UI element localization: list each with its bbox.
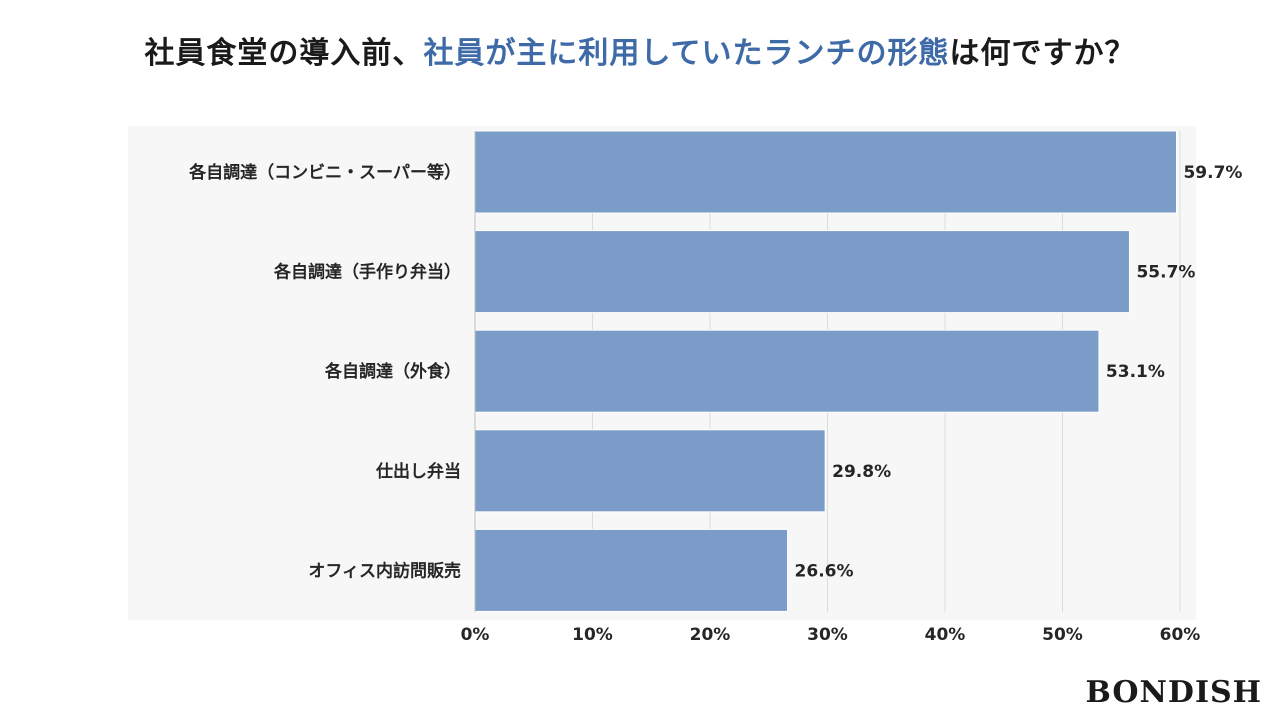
value-label-1: 55.7% (1136, 263, 1195, 283)
value-label-2: 53.1% (1106, 362, 1165, 382)
bar-2 (474, 329, 1100, 413)
category-label-4: オフィス内訪問販売 (308, 560, 461, 581)
x-tick-label-0: 0% (461, 625, 490, 645)
value-label-4: 26.6% (795, 561, 854, 581)
chart-title: 社員食堂の導入前、社員が主に利用していたランチの形態は何ですか？ (0, 28, 1280, 72)
value-label-0: 59.7% (1183, 163, 1242, 183)
category-label-1: 各自調達（手作り弁当） (273, 262, 461, 283)
title-highlight: 社員が主に利用していたランチの形態 (423, 36, 950, 71)
title-part2: は何ですか？ (949, 36, 1136, 71)
bar-0 (474, 130, 1177, 214)
title-part1: 社員食堂の導入前、 (144, 36, 424, 71)
x-tick-label-6: 60% (1160, 625, 1201, 645)
category-label-3: 仕出し弁当 (375, 461, 461, 482)
bar-3 (474, 429, 826, 513)
bar-1 (474, 230, 1130, 314)
x-tick-label-4: 40% (925, 625, 966, 645)
category-label-2: 各自調達（外食） (324, 361, 461, 382)
x-tick-label-3: 30% (807, 625, 848, 645)
bar-4 (474, 528, 789, 612)
x-tick-label-5: 50% (1042, 625, 1083, 645)
value-label-3: 29.8% (832, 462, 891, 482)
brand-logo: BONDISH (1085, 675, 1262, 710)
x-tick-label-2: 20% (690, 625, 731, 645)
category-label-0: 各自調達（コンビニ・スーパー等） (188, 162, 461, 183)
x-tick-label-1: 10% (572, 625, 613, 645)
